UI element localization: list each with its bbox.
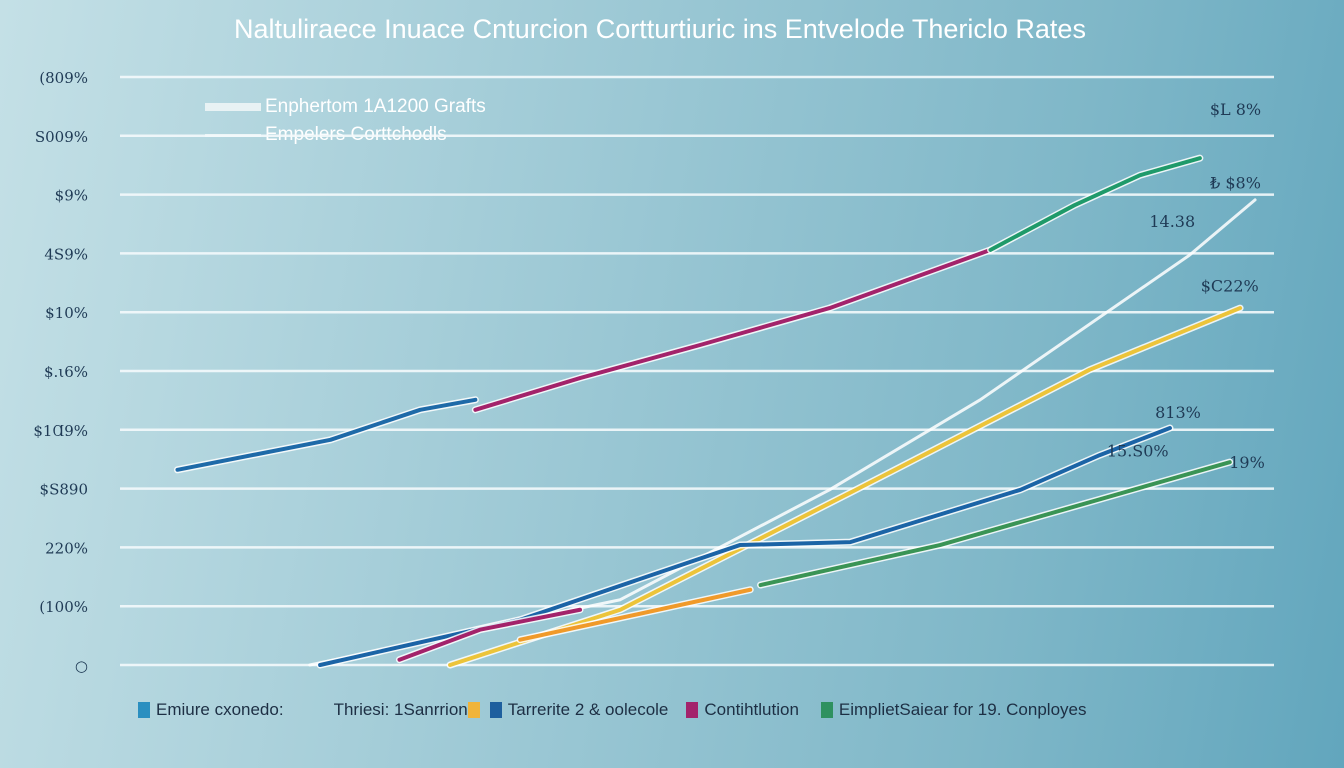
data-label: ₺ $8% xyxy=(1209,174,1261,193)
legend-item: Emiure cxonedo: xyxy=(138,700,284,720)
y-tick-label: ○ xyxy=(75,657,88,675)
legend-label: EimplietSaiear for 19. Conployes xyxy=(838,700,1087,719)
series-line-0 xyxy=(175,397,478,472)
y-tick-label: $1Ɑ9% xyxy=(33,422,88,440)
legend-label: Tarrerite 2 & oolecole xyxy=(507,700,669,719)
legend-swatch xyxy=(467,702,480,718)
legend-label: Emiure cxonedo: xyxy=(156,700,284,719)
y-tick-label: 4S9% xyxy=(44,245,88,263)
series-line-8 xyxy=(518,587,753,642)
y-tick-label: $9% xyxy=(55,187,88,205)
legend-label: Thriesi: 1Sanrrion xyxy=(333,700,468,719)
series-line-2 xyxy=(988,156,1202,252)
data-label: 15.S0% xyxy=(1107,441,1169,460)
series-line-7 xyxy=(758,460,1232,588)
y-tick-label: $.ι6% xyxy=(44,363,88,381)
legend: Emiure cxonedo: Thriesi: 1Sanrrion Tarreri… xyxy=(138,700,1086,720)
y-tick-label: S009% xyxy=(35,128,88,146)
legend-label: Empelers Corttchodls xyxy=(265,124,447,145)
series-line-halo xyxy=(987,154,1204,254)
y-tick-label: (809% xyxy=(39,69,88,87)
legend-item: Thriesi: 1Sanrrion xyxy=(334,700,486,720)
chart-title: Naltuliraece Inuace Cnturcion Cortturtiu… xyxy=(234,14,1086,44)
legend-item: Tarrerite 2 & oolecole xyxy=(489,700,669,720)
y-tick-label: (100% xyxy=(39,598,88,616)
y-tick-label: $S890 xyxy=(40,481,88,499)
legend-swatch xyxy=(489,702,502,718)
y-tick-label: 220% xyxy=(45,539,88,557)
legend-swatch xyxy=(820,702,833,718)
data-label: $C22% xyxy=(1201,277,1259,296)
series-line-6 xyxy=(397,607,582,662)
legend-item: EimplietSaiear for 19. Conployes xyxy=(820,700,1087,720)
legend-swatch xyxy=(138,702,150,718)
series-line-1 xyxy=(473,247,993,412)
data-label: 19% xyxy=(1229,453,1265,472)
legend-label: Contihtlution xyxy=(704,700,799,719)
series-line-halo xyxy=(308,198,1257,667)
legend-label: Enphertom 1A1200 Grafts xyxy=(265,96,486,117)
data-label: 14.38 xyxy=(1149,212,1195,231)
data-label: $L 8% xyxy=(1210,100,1261,119)
y-tick-label: $10% xyxy=(45,304,88,322)
legend-swatch xyxy=(686,702,699,718)
data-label: 813% xyxy=(1155,403,1201,422)
legend-item: Contihtlution xyxy=(686,700,799,720)
top-legend-item: Enphertom 1A1200 Grafts xyxy=(205,96,486,118)
legend-swatch xyxy=(205,103,261,111)
